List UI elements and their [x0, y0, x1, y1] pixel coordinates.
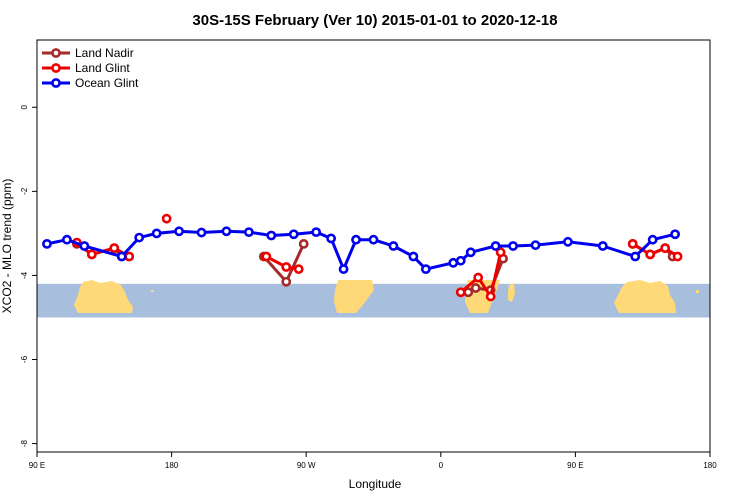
- x-tick-label: 180: [703, 461, 717, 470]
- y-tick-label: 0: [20, 104, 29, 109]
- x-axis-label: Longitude: [349, 477, 402, 491]
- land-glint-point: [293, 264, 304, 275]
- ocean-glint-point: [62, 234, 72, 245]
- land-islet: [151, 290, 154, 292]
- legend-item-land-glint: Land Glint: [42, 61, 130, 75]
- y-axis-label: XCO2 - MLO trend (ppm): [0, 179, 14, 314]
- legend-label: Land Glint: [75, 61, 130, 75]
- ocean-glint-point: [221, 226, 232, 237]
- ocean-glint-point: [174, 226, 184, 237]
- legend-marker: [51, 48, 61, 58]
- land-glint-point: [455, 287, 466, 298]
- land-south-america: [334, 280, 374, 313]
- x-tick-label: 90 E: [567, 461, 583, 470]
- legend-label: Ocean Glint: [75, 76, 139, 90]
- chart-title: 30S-15S February (Ver 10) 2015-01-01 to …: [192, 12, 557, 29]
- ocean-glint-point: [134, 232, 145, 243]
- land-glint-point: [485, 291, 496, 302]
- land-glint-point: [672, 251, 683, 262]
- land-nadir-point: [470, 283, 481, 293]
- axis-ticks: 90 E 180 90 W 0 90 E 180 0 -2 -4 -6 -8: [20, 104, 717, 470]
- y-tick-label: -4: [20, 271, 29, 279]
- map-strip: [37, 280, 710, 318]
- land-australia-east: [614, 280, 676, 313]
- legend-item-ocean-glint: Ocean Glint: [42, 76, 139, 90]
- ocean-glint-point: [490, 241, 501, 251]
- land-nadir-point: [281, 276, 292, 287]
- legend-marker: [51, 63, 61, 73]
- land-islet: [696, 290, 699, 293]
- ocean-glint-point: [508, 241, 518, 251]
- ocean-glint-point: [465, 247, 476, 258]
- ocean-glint-point: [455, 255, 466, 266]
- ocean-glint-point: [288, 229, 299, 240]
- ocean-glint-point: [151, 228, 162, 239]
- land-glint-line: [459, 251, 503, 298]
- ocean-glint-point: [243, 227, 254, 238]
- land-glint-point: [660, 243, 671, 254]
- ocean-glint-point: [630, 251, 641, 262]
- land-glint-point: [645, 249, 656, 260]
- y-tick-label: -8: [20, 439, 29, 447]
- x-tick-label: 0: [439, 461, 444, 470]
- y-tick-label: -2: [20, 187, 29, 195]
- ocean-glint-point: [42, 238, 52, 249]
- land-glint-point: [109, 243, 120, 254]
- ocean-glint-point: [597, 241, 608, 251]
- ocean-glint-point: [79, 241, 90, 251]
- x-tick-label: 90 W: [297, 461, 316, 470]
- land-glint-point: [281, 262, 292, 272]
- ocean-glint-point: [116, 251, 127, 262]
- ocean-glint-point: [448, 257, 459, 268]
- land-glint-point: [495, 247, 506, 258]
- ocean-glint-point: [368, 234, 379, 245]
- land-glint-point: [627, 238, 638, 249]
- ocean-glint-point: [351, 234, 361, 245]
- ocean-glint-point: [408, 251, 419, 262]
- ocean-glint-point: [266, 230, 277, 241]
- ocean-glint-point: [338, 264, 349, 275]
- ocean-glint-point: [326, 233, 337, 244]
- land-glint-point: [261, 251, 272, 262]
- x-tick-label: 180: [165, 461, 179, 470]
- land-nadir-point: [298, 238, 309, 249]
- land-australia-west: [74, 280, 133, 313]
- x-tick-label: 90 E: [29, 461, 45, 470]
- land-glint-point: [161, 213, 172, 224]
- ocean-glint-point: [670, 229, 681, 240]
- land-glint-point: [473, 272, 484, 283]
- legend-marker: [51, 78, 61, 88]
- ocean-glint-point: [420, 264, 431, 275]
- ocean-glint-point: [530, 240, 541, 251]
- legend-item-land-nadir: Land Nadir: [42, 46, 134, 60]
- ocean-glint-point: [563, 236, 573, 247]
- series-ocean-glint: [42, 226, 681, 275]
- ocean-glint-point: [196, 227, 207, 238]
- legend-label: Land Nadir: [75, 46, 134, 60]
- ocean-glint-point: [311, 227, 322, 238]
- land-madagascar: [508, 283, 515, 302]
- ocean-glint-point: [388, 241, 399, 251]
- land-glint-point: [86, 249, 97, 260]
- plot-frame: [36, 39, 711, 453]
- series-layer: [42, 213, 683, 302]
- y-tick-label: -6: [20, 355, 29, 363]
- land-glint-point: [124, 251, 135, 262]
- ocean-glint-point: [647, 234, 658, 245]
